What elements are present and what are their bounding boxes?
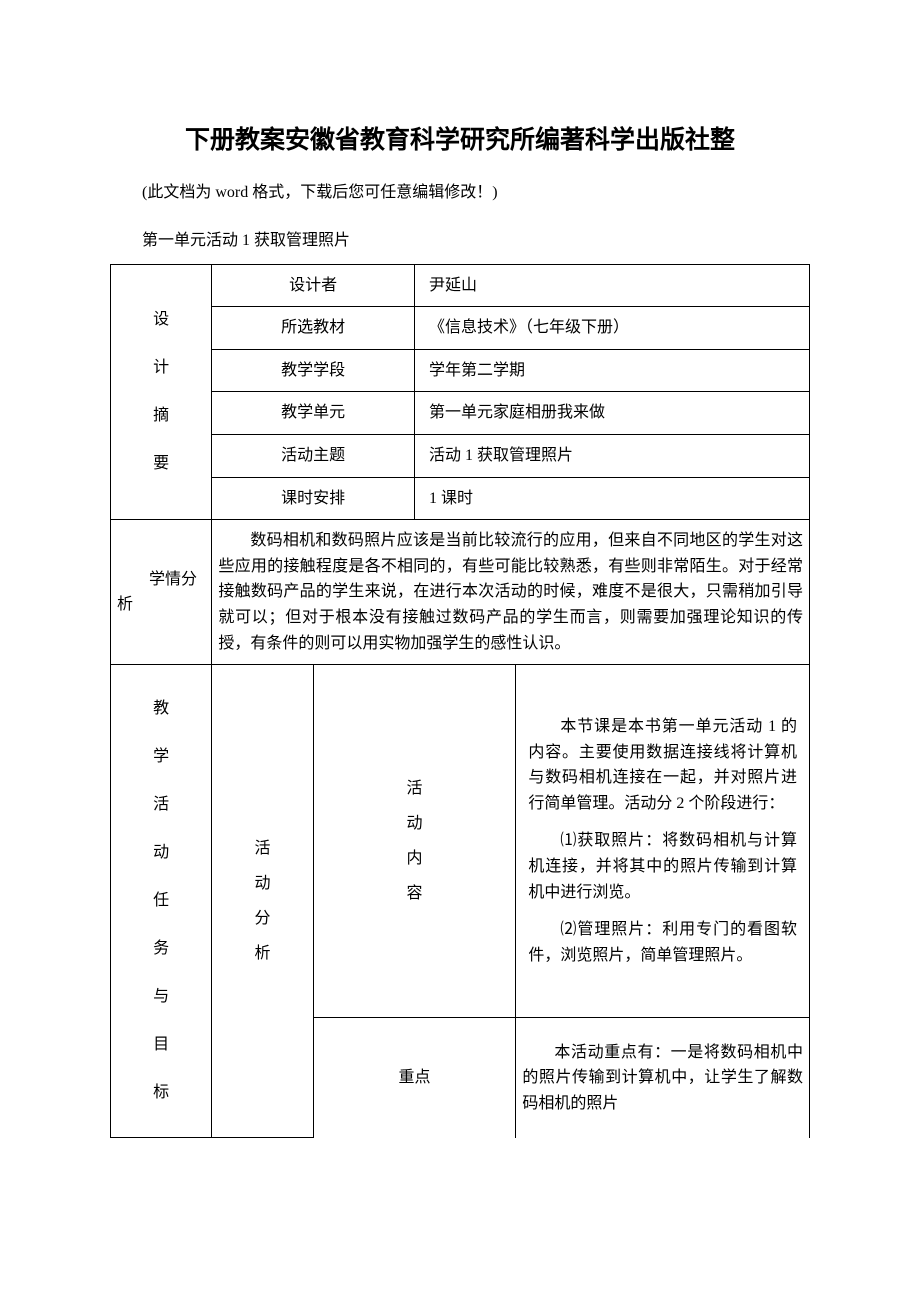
activity-content-text: 本节课是本书第一单元活动 1 的内容。主要使用数据连接线将计算机与数码相机连接在…	[516, 665, 810, 1018]
situation-text: 数码相机和数码照片应该是当前比较流行的应用，但来自不同地区的学生对这些应用的接触…	[212, 520, 810, 665]
content-p3: ⑵管理照片：利用专门的看图软件，浏览照片，简单管理照片。	[528, 917, 797, 968]
focus-text: 本活动重点有：一是将数码相机中的照片传输到计算机中，让学生了解数码相机的照片	[516, 1018, 810, 1138]
content-p2: ⑴获取照片：将数码相机与计算机连接，并将其中的照片传输到计算机中进行浏览。	[528, 828, 797, 905]
designer-value: 尹延山	[415, 264, 810, 307]
table-row: 教学活动任务与目标 活动分析 活动内容 本节课是本书第一单元活动 1 的内容。主…	[111, 665, 810, 1018]
textbook-label: 所选教材	[212, 307, 415, 350]
unit-label: 教学单元	[212, 392, 415, 435]
content-p1: 本节课是本书第一单元活动 1 的内容。主要使用数据连接线将计算机与数码相机连接在…	[528, 714, 797, 816]
format-note: (此文档为 word 格式，下载后您可任意编辑修改！)	[110, 180, 810, 206]
table-row: 课时安排 1 课时	[111, 477, 810, 520]
table-row: 活动主题 活动 1 获取管理照片	[111, 434, 810, 477]
activity-content-label: 活动内容	[313, 665, 516, 1018]
activity-analysis-label: 活动分析	[212, 665, 313, 1138]
topic-value: 活动 1 获取管理照片	[415, 434, 810, 477]
note-word: word	[215, 184, 248, 201]
page-title: 下册教案安徽省教育科学研究所编著科学出版社整	[110, 120, 810, 156]
table-row: 教学学段 学年第二学期	[111, 349, 810, 392]
table-row: 所选教材 《信息技术》（七年级下册）	[111, 307, 810, 350]
hours-value: 1 课时	[415, 477, 810, 520]
situation-label: 学情分析	[111, 520, 212, 665]
textbook-value: 《信息技术》（七年级下册）	[415, 307, 810, 350]
table-row: 学情分析 数码相机和数码照片应该是当前比较流行的应用，但来自不同地区的学生对这些…	[111, 520, 810, 665]
note-prefix: (此文档为	[142, 184, 215, 201]
table-row: 设计摘要 设计者 尹延山	[111, 264, 810, 307]
stage-label: 教学学段	[212, 349, 415, 392]
section-subtitle: 第一单元活动 1 获取管理照片	[110, 226, 810, 250]
stage-value: 学年第二学期	[415, 349, 810, 392]
designer-label: 设计者	[212, 264, 415, 307]
unit-value: 第一单元家庭相册我来做	[415, 392, 810, 435]
summary-label: 设计摘要	[111, 264, 212, 520]
activity-main-label: 教学活动任务与目标	[111, 665, 212, 1138]
topic-label: 活动主题	[212, 434, 415, 477]
lesson-plan-table: 设计摘要 设计者 尹延山 所选教材 《信息技术》（七年级下册） 教学学段 学年第…	[110, 264, 810, 1139]
note-suffix: 格式，下载后您可任意编辑修改！)	[248, 184, 497, 201]
hours-label: 课时安排	[212, 477, 415, 520]
focus-label: 重点	[313, 1018, 516, 1138]
table-row: 教学单元 第一单元家庭相册我来做	[111, 392, 810, 435]
